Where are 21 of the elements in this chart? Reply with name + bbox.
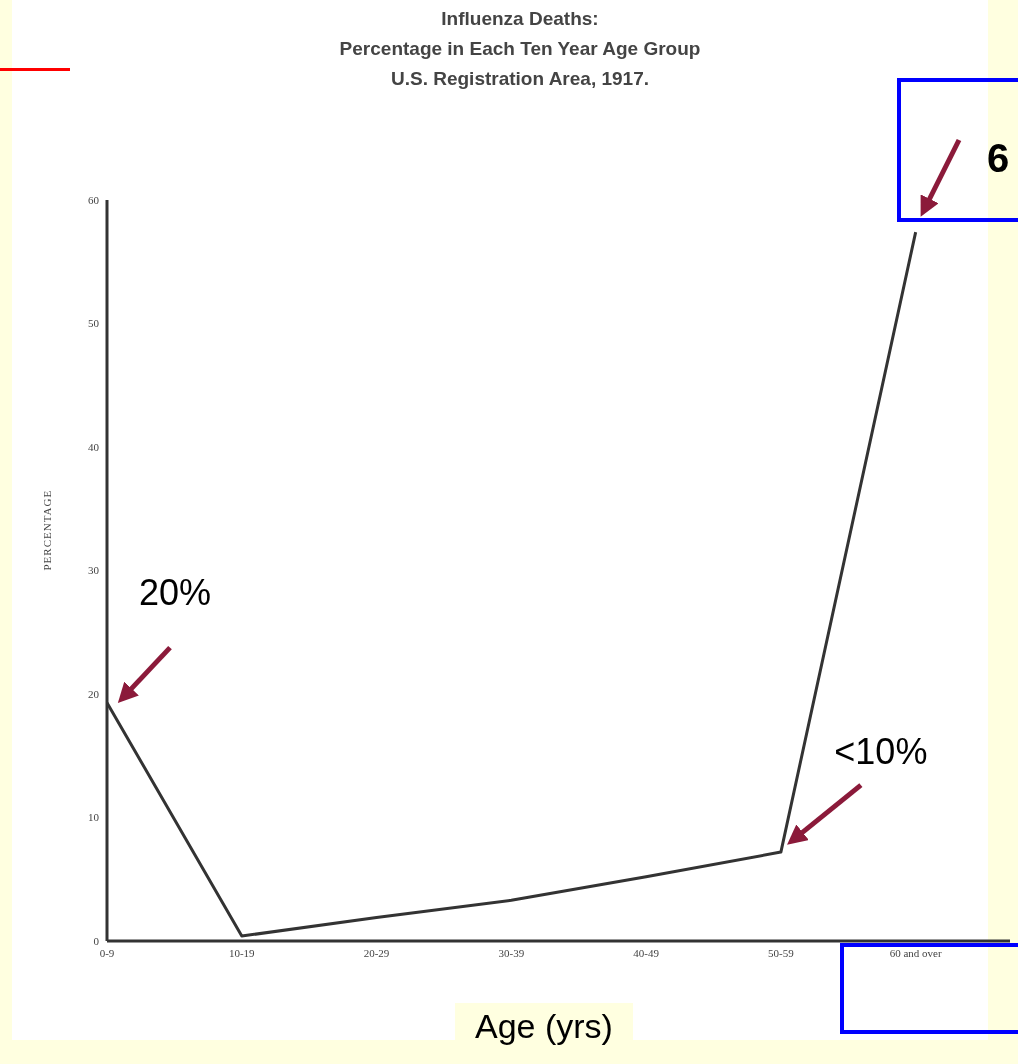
chart-title: Influenza Deaths:	[440, 7, 600, 31]
y-tick-label: 60	[88, 193, 100, 206]
y-axis-title: PERCENTAGE	[40, 489, 53, 571]
x-tick-label: 40-49	[633, 946, 660, 959]
y-tick-label: 30	[88, 564, 100, 577]
chart-subtitle: Percentage in Each Ten Year Age Group U.S. Registration Area, 1917.	[338, 37, 702, 91]
text: 6	[986, 136, 1010, 180]
y-tick-label: 20	[88, 687, 100, 700]
x-tick-label: 30-39	[498, 946, 525, 959]
annotation: <10%	[834, 731, 928, 773]
y-tick-label: 50	[88, 317, 100, 330]
y-tick-label: 40	[88, 440, 100, 453]
x-tick-label: 50-59	[768, 946, 795, 959]
x-axis-title: Age (yrs)	[455, 1003, 633, 1050]
y-tick-label: 0	[93, 934, 100, 947]
x-tick-label: 0-9	[99, 946, 115, 959]
annotation: 20%	[138, 571, 212, 613]
x-tick-label: 20-29	[363, 946, 390, 959]
x-tick-label: 60 and over	[889, 946, 942, 959]
x-tick-label: 10-19	[228, 946, 256, 959]
y-tick-label: 10	[88, 811, 100, 824]
